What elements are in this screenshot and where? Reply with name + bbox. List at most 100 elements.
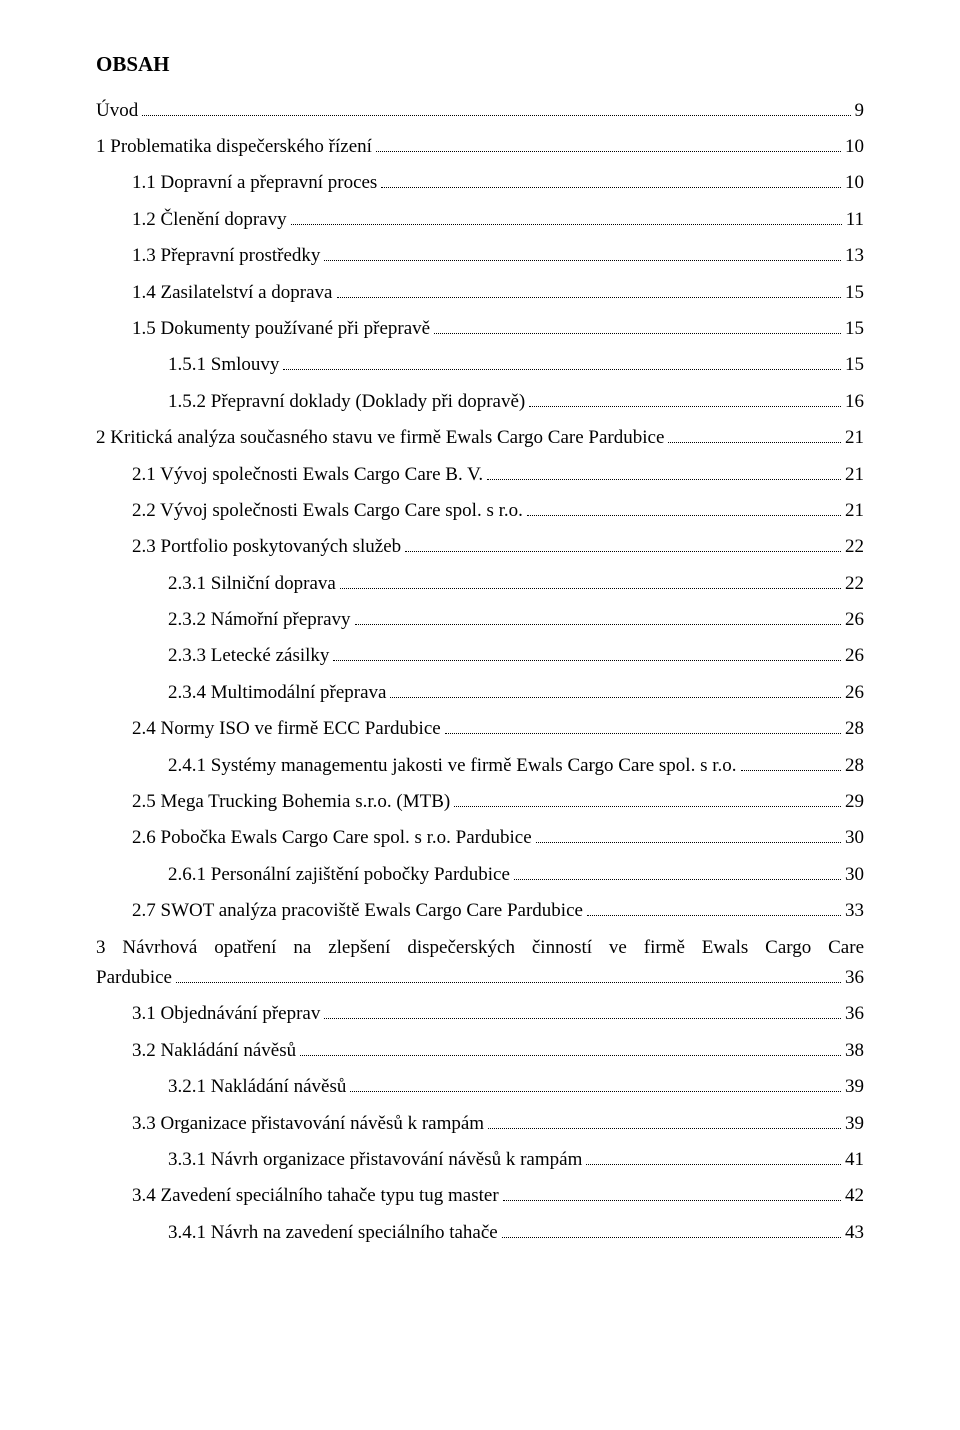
toc-page: 36: [845, 999, 864, 1029]
toc-entry: 2.6.1 Personální zajištění pobočky Pardu…: [96, 860, 864, 890]
toc-label: 2.6 Pobočka Ewals Cargo Care spol. s r.o…: [132, 823, 532, 853]
toc-label: 2.4.1 Systémy managementu jakosti ve fir…: [168, 751, 737, 781]
toc-entry: 1.2 Členění dopravy 11: [96, 205, 864, 235]
toc-label: 1.2 Členění dopravy: [132, 205, 287, 235]
toc-leader: [529, 406, 841, 407]
toc-entry: 2.2 Vývoj společnosti Ewals Cargo Care s…: [96, 496, 864, 526]
toc-label: 2.1 Vývoj společnosti Ewals Cargo Care B…: [132, 460, 483, 490]
toc-label: 2 Kritická analýza současného stavu ve f…: [96, 423, 664, 453]
toc-page: 33: [845, 896, 864, 926]
toc-page: 21: [845, 460, 864, 490]
toc-entry: 3.3 Organizace přistavování návěsů k ram…: [96, 1109, 864, 1139]
toc-label: 1.1 Dopravní a přepravní proces: [132, 168, 377, 198]
toc-entry: 3.4 Zavedení speciálního tahače typu tug…: [96, 1181, 864, 1211]
toc-entry: Úvod9: [96, 96, 864, 126]
toc-leader: [381, 187, 841, 188]
toc-entry: 1.4 Zasilatelství a doprava15: [96, 278, 864, 308]
toc-label: 1.3 Přepravní prostředky: [132, 241, 320, 271]
toc-entry: 1.1 Dopravní a přepravní proces 10: [96, 168, 864, 198]
toc-page: 26: [845, 641, 864, 671]
toc-label: 2.5 Mega Trucking Bohemia s.r.o. (MTB): [132, 787, 450, 817]
toc-label: 2.3.3 Letecké zásilky: [168, 641, 329, 671]
toc-page: 15: [845, 350, 864, 380]
toc-label: Pardubice: [96, 963, 172, 993]
toc-leader: [587, 915, 841, 916]
toc-leader: [668, 442, 841, 443]
toc-entry: 3 Návrhová opatření na zlepšení dispečer…: [96, 933, 864, 994]
toc-leader: [434, 333, 841, 334]
toc-entry: 2.7 SWOT analýza pracoviště Ewals Cargo …: [96, 896, 864, 926]
toc-page: 22: [845, 569, 864, 599]
toc-leader: [405, 551, 841, 552]
table-of-contents: Úvod9 1 Problematika dispečerského řízení…: [96, 96, 864, 1249]
toc-page: 13: [845, 241, 864, 271]
toc-entry: 1.5.2 Přepravní doklady (Doklady při dop…: [96, 387, 864, 417]
toc-entry: 2.1 Vývoj společnosti Ewals Cargo Care B…: [96, 460, 864, 490]
toc-page: 30: [845, 823, 864, 853]
toc-label: 2.3.2 Námořní přepravy: [168, 605, 351, 635]
toc-page: 38: [845, 1036, 864, 1066]
toc-page: 10: [845, 168, 864, 198]
toc-label: 1 Problematika dispečerského řízení: [96, 132, 372, 162]
toc-page: 39: [845, 1109, 864, 1139]
toc-leader: [324, 1018, 841, 1019]
toc-label: 3.3.1 Návrh organizace přistavování návě…: [168, 1145, 582, 1175]
toc-leader: [355, 624, 841, 625]
toc-entry: 1.5 Dokumenty používané při přepravě 15: [96, 314, 864, 344]
toc-label: 2.4 Normy ISO ve firmě ECC Pardubice: [132, 714, 441, 744]
toc-entry: 3.3.1 Návrh organizace přistavování návě…: [96, 1145, 864, 1175]
page-title: OBSAH: [96, 48, 864, 82]
toc-entry: 2.3.3 Letecké zásilky 26: [96, 641, 864, 671]
toc-leader: [527, 515, 841, 516]
toc-entry: 2.3.2 Námořní přepravy 26: [96, 605, 864, 635]
toc-page: 11: [846, 205, 864, 235]
toc-leader: [300, 1055, 841, 1056]
toc-entry: 1.3 Přepravní prostředky 13: [96, 241, 864, 271]
toc-leader: [586, 1164, 841, 1165]
toc-leader: [445, 733, 841, 734]
toc-leader: [503, 1200, 841, 1201]
toc-label: 2.3.4 Multimodální přeprava: [168, 678, 386, 708]
toc-leader: [324, 260, 841, 261]
toc-page: 21: [845, 496, 864, 526]
toc-label: 2.3.1 Silniční doprava: [168, 569, 336, 599]
toc-page: 15: [845, 278, 864, 308]
toc-label: Úvod: [96, 96, 138, 126]
toc-entry: 3.4.1 Návrh na zavedení speciálního taha…: [96, 1218, 864, 1248]
toc-label: 1.5 Dokumenty používané při přepravě: [132, 314, 430, 344]
toc-leader: [514, 879, 841, 880]
toc-leader: [741, 770, 842, 771]
toc-leader: [337, 297, 842, 298]
toc-label: 1.5.2 Přepravní doklady (Doklady při dop…: [168, 387, 525, 417]
toc-page: 21: [845, 423, 864, 453]
toc-label: 2.3 Portfolio poskytovaných služeb: [132, 532, 401, 562]
toc-page: 26: [845, 678, 864, 708]
toc-page: 29: [845, 787, 864, 817]
toc-leader: [536, 842, 841, 843]
toc-page: 26: [845, 605, 864, 635]
toc-entry: 2.4 Normy ISO ve firmě ECC Pardubice 28: [96, 714, 864, 744]
toc-entry: 2 Kritická analýza současného stavu ve f…: [96, 423, 864, 453]
toc-leader: [454, 806, 841, 807]
toc-page: 22: [845, 532, 864, 562]
toc-entry: 3.2.1 Nakládání návěsů39: [96, 1072, 864, 1102]
toc-entry: 2.5 Mega Trucking Bohemia s.r.o. (MTB) 29: [96, 787, 864, 817]
toc-page: 15: [845, 314, 864, 344]
toc-page: 10: [845, 132, 864, 162]
toc-leader: [333, 660, 841, 661]
toc-entry: 2.3.4 Multimodální přeprava 26: [96, 678, 864, 708]
toc-entry: 2.4.1 Systémy managementu jakosti ve fir…: [96, 751, 864, 781]
toc-leader: [390, 697, 841, 698]
toc-label: 3.4 Zavedení speciálního tahače typu tug…: [132, 1181, 499, 1211]
toc-entry: 3.1 Objednávání přeprav 36: [96, 999, 864, 1029]
toc-label: 3.1 Objednávání přeprav: [132, 999, 320, 1029]
toc-page: 30: [845, 860, 864, 890]
toc-leader: [291, 224, 842, 225]
toc-leader: [376, 151, 841, 152]
toc-page: 28: [845, 714, 864, 744]
toc-label: 3.4.1 Návrh na zavedení speciálního taha…: [168, 1218, 498, 1248]
toc-leader: [340, 588, 841, 589]
toc-entry: 1 Problematika dispečerského řízení 10: [96, 132, 864, 162]
toc-leader: [176, 982, 841, 983]
toc-page: 42: [845, 1181, 864, 1211]
